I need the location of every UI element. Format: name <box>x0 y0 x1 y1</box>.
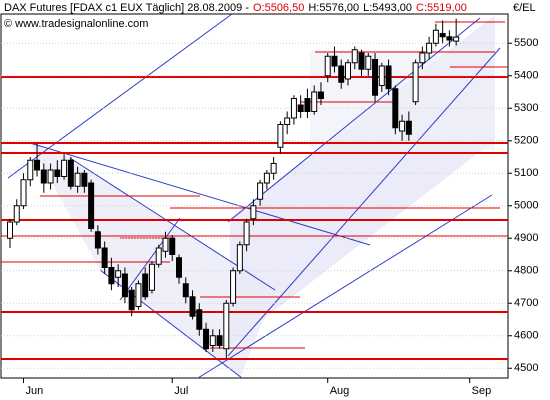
title-value: C:5519,00 <box>416 2 467 14</box>
candle-body <box>20 179 27 207</box>
candle-body <box>7 221 13 239</box>
candle-body <box>182 283 189 298</box>
candle-body <box>121 273 128 298</box>
candle-body <box>385 65 392 90</box>
candle-body <box>297 104 304 112</box>
candle-body <box>236 244 243 272</box>
candle-body <box>196 309 203 330</box>
candle-body <box>345 62 351 80</box>
candle-body <box>216 335 223 346</box>
candle-body <box>338 65 345 83</box>
candle-body <box>47 169 54 184</box>
candle-body <box>392 88 399 129</box>
source: © www.tradesignalonline.com <box>4 18 148 30</box>
candle-body <box>108 267 115 285</box>
candle-body <box>74 172 81 187</box>
y-tick-label: 5300 <box>514 102 538 114</box>
candle-body <box>405 120 412 135</box>
title-value: H:5576,00 <box>308 2 359 14</box>
candle-body <box>128 289 135 311</box>
candle-body <box>169 237 176 255</box>
candle-body <box>378 65 385 86</box>
chart-title: DAX Futures [FDAX c1 EUX Täglich] 28.08.… <box>4 2 467 14</box>
x-tick-label: Jul <box>174 385 188 397</box>
candle-body <box>88 182 95 229</box>
candle-body <box>263 172 270 184</box>
candle-body <box>277 124 284 148</box>
trend-line <box>29 142 371 246</box>
y-tick-label: 5400 <box>514 70 538 82</box>
candle-body <box>270 163 277 174</box>
candle-body <box>230 270 237 304</box>
candle-body <box>304 98 311 112</box>
trend-line <box>227 47 501 357</box>
candle-body <box>189 296 196 317</box>
candle-body <box>311 91 318 112</box>
candle-body <box>67 159 74 187</box>
candle-body <box>94 231 101 249</box>
y-tick-label: 5100 <box>514 167 538 179</box>
candle-body <box>135 283 142 307</box>
x-tick-label: Aug <box>330 385 350 397</box>
candle-body <box>324 55 331 77</box>
candle-body <box>453 36 460 42</box>
y-tick-label: 4600 <box>514 330 538 342</box>
y-tick-label: 4900 <box>514 232 538 244</box>
candle-body <box>101 247 108 268</box>
y-tick-label: 4700 <box>514 297 538 309</box>
channel-fill <box>310 50 495 150</box>
y-tick-label: 4800 <box>514 265 538 277</box>
candle-body <box>81 172 88 187</box>
candle-body <box>176 257 182 278</box>
title-value: L:5493,00 <box>363 2 412 14</box>
candle-body <box>13 205 20 223</box>
y-tick-label: 4500 <box>514 362 538 374</box>
candle-body <box>148 263 155 291</box>
candle-body <box>399 120 406 132</box>
candle-body <box>27 159 34 181</box>
candle-body <box>243 221 250 246</box>
candle-body <box>358 52 365 70</box>
candle-body <box>250 205 257 220</box>
candle-body <box>257 182 264 200</box>
y-tick-label: 5000 <box>514 200 538 212</box>
candle-body <box>351 49 358 64</box>
candle-body <box>40 169 47 184</box>
candle-body <box>446 36 453 41</box>
candle-body <box>365 55 372 70</box>
candle-body <box>203 328 210 350</box>
trend-line <box>7 13 233 179</box>
x-tick-label: Jun <box>26 385 44 397</box>
candle-body <box>61 159 68 177</box>
title-value: O:5506,50 <box>253 2 304 14</box>
candle-body <box>54 169 61 177</box>
candle-body <box>284 117 291 125</box>
candle-body <box>155 247 162 265</box>
candle-body <box>317 91 324 99</box>
candle-body <box>419 52 426 64</box>
candle-body <box>290 98 297 119</box>
candle-body <box>412 62 419 103</box>
candle-body <box>209 335 216 346</box>
title-text: DAX Futures [FDAX c1 EUX Täglich] 28.08.… <box>4 2 249 14</box>
trend-line <box>119 217 181 301</box>
x-tick-label: Sep <box>472 385 492 397</box>
candle-body <box>115 270 122 278</box>
candle-body <box>34 159 41 171</box>
candle-body <box>142 273 149 298</box>
candle-body <box>432 29 439 44</box>
candle-body <box>372 59 379 96</box>
candle-body <box>162 237 169 252</box>
y-axis-label: €/EL <box>513 2 536 14</box>
y-tick-label: 5500 <box>514 37 538 49</box>
candle-body <box>426 42 433 54</box>
y-tick-label: 5200 <box>514 135 538 147</box>
candle-body <box>223 302 230 350</box>
candle-body <box>331 55 338 67</box>
candle-body <box>439 33 446 38</box>
